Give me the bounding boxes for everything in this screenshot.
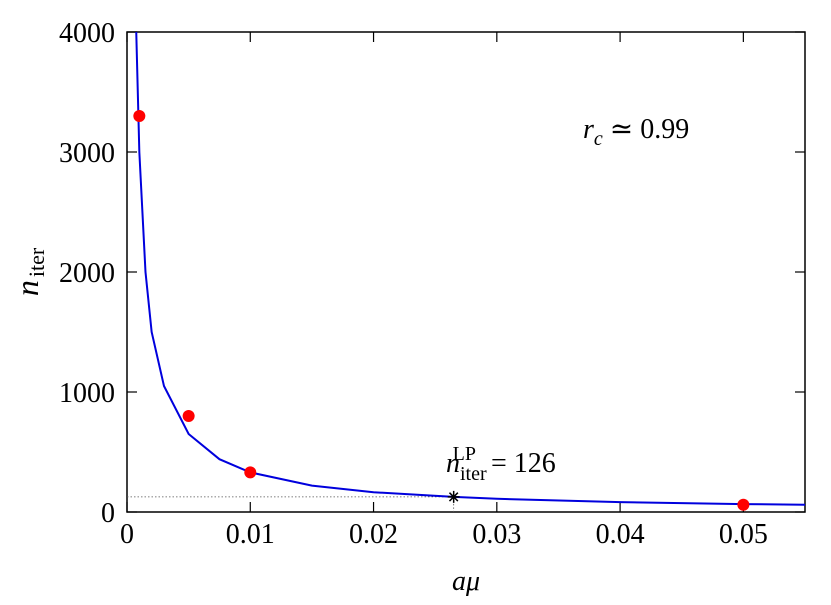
y-tick-label: 3000 xyxy=(59,138,115,169)
y-label-main: n xyxy=(9,280,45,296)
annotation-rest: ≃ 0.99 xyxy=(603,114,689,145)
annotation-main: r xyxy=(583,114,594,145)
y-label-sub: iter xyxy=(24,247,49,277)
x-axis-label: aμ xyxy=(452,566,480,597)
fit-curve xyxy=(135,32,805,506)
annotation-main: n xyxy=(446,448,460,479)
annotation: rc ≃ 0.99 xyxy=(583,114,689,150)
x-tick-label: 0.02 xyxy=(349,519,398,550)
y-axis-label: n iter xyxy=(9,247,49,296)
y-tick-label: 1000 xyxy=(59,378,115,409)
data-point xyxy=(182,410,195,422)
y-tick-label: 4000 xyxy=(59,18,115,49)
y-tick-label: 0 xyxy=(101,498,115,529)
annotation-sup: LP xyxy=(453,443,476,465)
marker-star xyxy=(447,490,460,503)
y-tick-label: 2000 xyxy=(59,258,115,289)
annotation-sub: c xyxy=(594,128,603,150)
annotation-sub: iter xyxy=(460,463,487,485)
x-tick-label: 0.04 xyxy=(596,519,645,550)
x-tick-label: 0.05 xyxy=(719,519,768,550)
x-tick-label: 0.01 xyxy=(226,519,275,550)
plot-frame xyxy=(126,31,806,513)
annotation-rest: = 126 xyxy=(484,448,556,479)
x-tick-label: 0 xyxy=(120,519,134,550)
data-point xyxy=(244,466,257,479)
x-tick-label: 0.03 xyxy=(472,519,521,550)
data-point xyxy=(133,110,146,122)
data-point xyxy=(737,498,750,511)
annotation: niterLP = 126 xyxy=(446,443,556,485)
